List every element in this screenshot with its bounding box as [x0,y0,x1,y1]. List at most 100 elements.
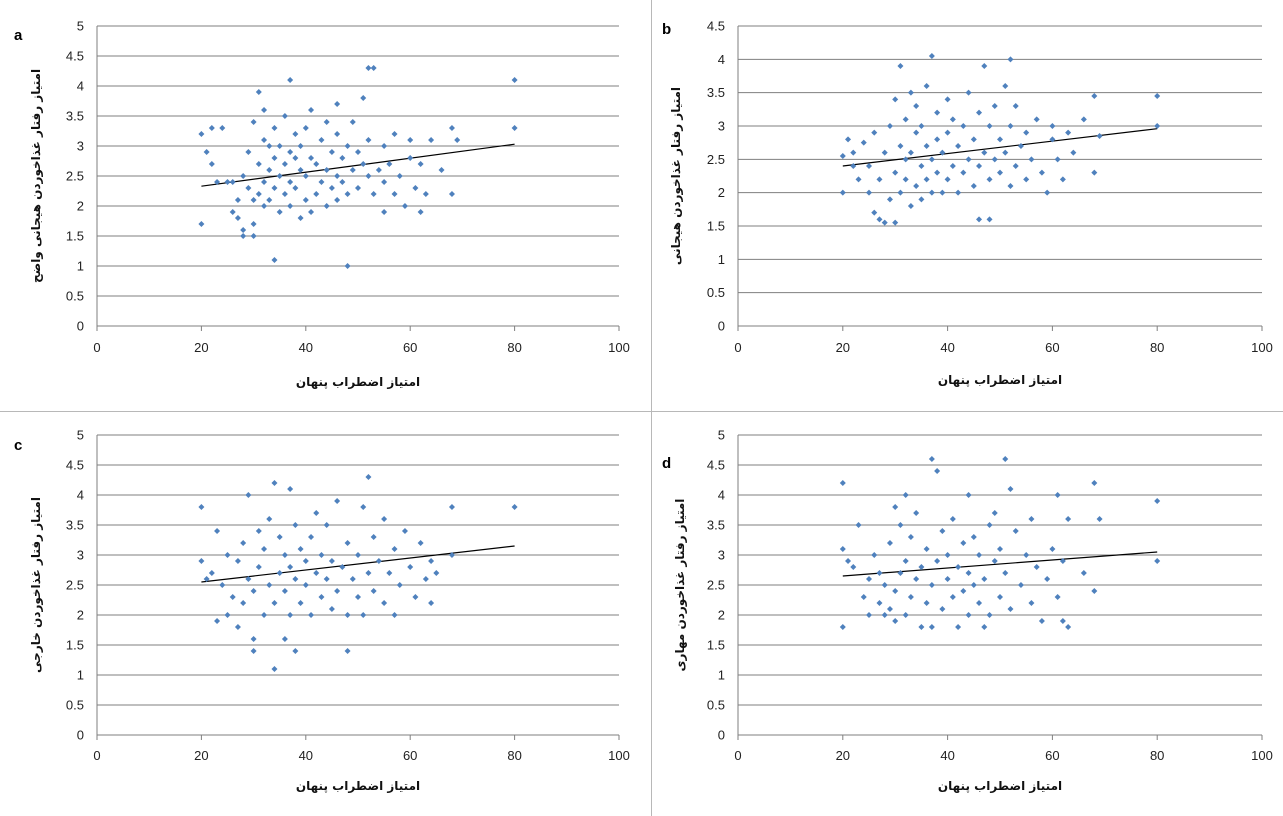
scatter-panel-b: b 0 0.5 1 1.5 2 2.5 3 3.5 4 4.5 0 20 40 60 80 100 امتیاز … [662,19,1273,388]
data-point [417,209,424,215]
data-point [255,89,262,95]
y-tick-label: 1 [77,259,84,274]
data-point [1012,528,1019,534]
data-point [250,233,257,239]
data-point [287,612,294,618]
data-point [1002,83,1009,89]
data-point [266,143,273,149]
data-point [1028,600,1035,606]
x-tick-label: 0 [734,340,741,355]
data-point [391,191,398,197]
data-point [1023,552,1030,558]
data-point [897,522,904,528]
data-point [949,594,956,600]
data-point [850,149,857,156]
data-point [344,648,351,654]
data-point [428,600,435,606]
data-point [913,576,920,582]
y-tick-label: 0 [718,319,725,334]
data-point [365,570,372,576]
data-point [1007,486,1014,492]
data-point [261,179,268,185]
data-point [934,169,941,176]
data-point [417,161,424,167]
y-tick-label: 3 [718,119,725,134]
data-point [328,185,335,191]
data-point [923,83,930,89]
data-point [965,570,972,576]
data-point [318,594,325,600]
data-point [224,179,231,185]
data-point [271,600,278,606]
data-point [433,570,440,576]
data-point [871,209,878,216]
data-point [881,219,888,226]
data-point [381,179,388,185]
y-tick-label: 3.5 [66,109,84,124]
data-point [1054,594,1061,600]
data-point [328,606,335,612]
data-point [976,552,983,558]
data-point [360,612,367,618]
data-point [448,125,455,131]
data-point [1091,93,1098,99]
data-point [991,103,998,109]
data-point [876,600,883,606]
data-point [302,197,309,203]
data-point [292,522,299,528]
data-point [939,528,946,534]
data-point [955,624,962,630]
y-tick-label: 4 [718,488,725,503]
data-point [438,167,445,173]
data-point [208,161,215,167]
data-point [902,176,909,183]
data-point [928,582,935,588]
data-point [986,176,993,183]
data-point [375,558,382,564]
data-point [907,89,914,96]
x-tick-label: 80 [1150,340,1164,355]
data-point [297,143,304,149]
vertical-divider [651,0,652,816]
data-point [1065,624,1072,630]
x-tick-label: 80 [1150,748,1164,763]
data-point [970,183,977,189]
data-point [375,167,382,173]
data-point [1154,123,1161,129]
data-point [208,570,215,576]
x-tick-label: 20 [194,748,208,763]
y-tick-label: 0.5 [707,285,725,300]
data-point [255,161,262,167]
data-point [970,534,977,540]
data-point [344,612,351,618]
data-point [234,558,241,564]
data-point [913,183,920,189]
data-point [1065,129,1072,136]
data-point [339,179,346,185]
data-point [323,576,330,582]
y-tick-label: 4.5 [707,19,725,34]
data-point [918,624,925,630]
data-point [897,570,904,576]
data-point [897,63,904,69]
data-point [219,582,226,588]
y-axis-title: امتیاز رفتار غذاخوردن هیجانی [669,87,684,265]
data-point [934,136,941,143]
data-point [360,95,367,101]
data-point [907,203,914,209]
x-tick-label: 100 [1251,340,1273,355]
data-point [886,540,893,546]
data-point [1002,149,1009,156]
data-point [271,480,278,486]
data-point [986,612,993,618]
data-point [1007,183,1014,189]
data-point [422,576,429,582]
trendline [201,143,515,187]
data-point [991,558,998,564]
data-point [281,161,288,167]
data-point [1002,456,1009,462]
trendline [201,545,515,583]
data-point [1091,588,1098,594]
data-point [355,185,361,191]
data-point [287,564,294,570]
